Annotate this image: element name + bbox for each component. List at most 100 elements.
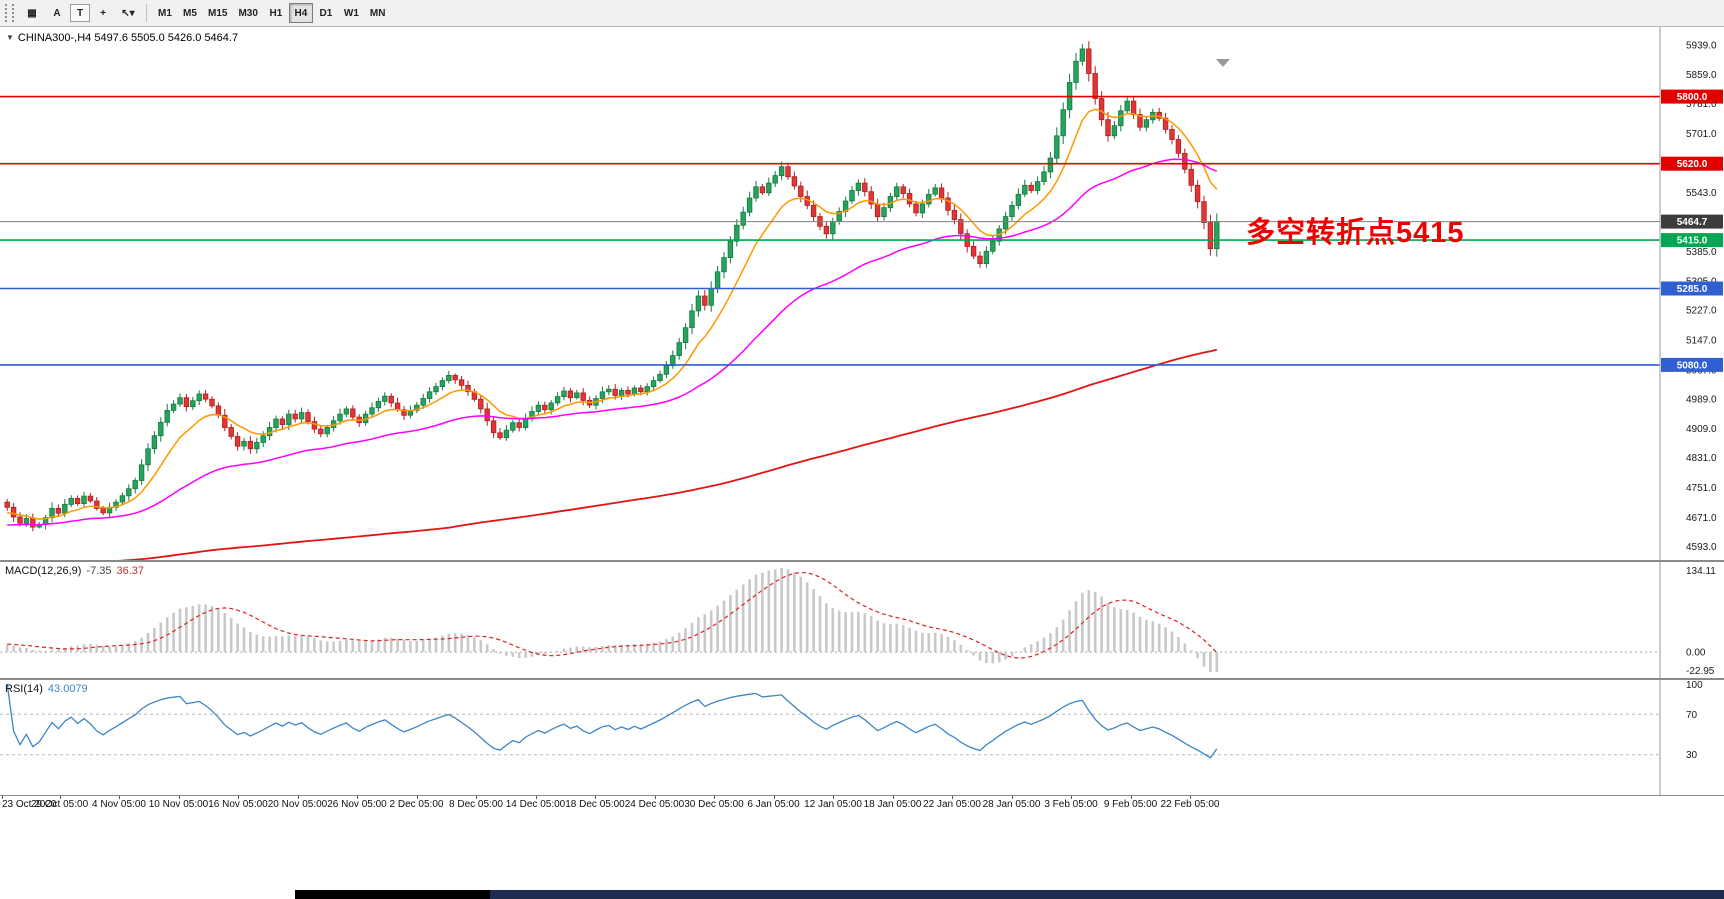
collapse-arrow-icon[interactable]: ▼ — [6, 33, 14, 42]
time-axis-tick — [476, 796, 477, 799]
time-axis-label: 12 Jan 05:00 — [804, 799, 862, 810]
moving-average-line — [7, 108, 1218, 520]
price-axis-tick: 4909.0 — [1686, 424, 1717, 435]
current-price-badge[interactable]: 5464.7 — [1661, 214, 1723, 229]
rsi-value: 43.0079 — [47, 683, 88, 695]
annotation-text[interactable]: 多空转折点5415 — [1246, 217, 1465, 249]
time-axis-tick — [1011, 796, 1013, 799]
time-axis-label: 20 Nov 05:00 — [267, 799, 328, 810]
moving-average-line — [7, 158, 1218, 526]
svg-text:5464.7: 5464.7 — [1677, 217, 1708, 228]
rsi-axis-tick: 30 — [1686, 750, 1698, 761]
time-axis-label: 16 Nov 05:00 — [208, 799, 268, 810]
chart-title-text: CHINA300-,H4 5497.6 5505.0 5426.0 5464.7 — [17, 32, 239, 44]
macd-axis-tick: 0.00 — [1686, 648, 1706, 659]
time-axis-label: 2 Dec 05:00 — [389, 799, 444, 810]
level-price-badge[interactable]: 5285.0 — [1661, 281, 1723, 296]
drawing-tool-buttons: ▦ A T + ↖▾ — [20, 3, 140, 23]
time-axis-tick — [1190, 796, 1191, 799]
font-tool-button[interactable]: A — [45, 3, 69, 23]
price-axis-tick: 4751.0 — [1686, 483, 1717, 494]
rsi-canvas[interactable]: 100 70 30 — [0, 680, 1724, 795]
time-axis-tick — [833, 796, 834, 799]
time-axis-tick — [1071, 796, 1072, 799]
timeframe-h1-button[interactable]: H1 — [264, 3, 288, 23]
macd-histogram — [5, 568, 1219, 672]
rsi-name: RSI(14) — [5, 683, 43, 695]
time-axis-tick — [2, 796, 3, 799]
price-chart-canvas[interactable]: 5939.05859.05781.05701.05621.05543.05463… — [0, 27, 1724, 560]
time-axis-label: 4 Nov 05:00 — [92, 799, 146, 810]
rsi-axis-tick: 70 — [1686, 710, 1698, 721]
timeframe-m1-button[interactable]: M1 — [153, 3, 177, 23]
time-axis-tick — [297, 796, 299, 799]
time-axis-label: 29 Oct 05:00 — [30, 799, 89, 810]
price-axis-tick: 4671.0 — [1686, 513, 1717, 524]
chart-title: ▼ CHINA300-,H4 5497.6 5505.0 5426.0 5464.… — [6, 32, 238, 44]
taskbar-navy-segment[interactable] — [490, 890, 1724, 899]
price-axis-tick: 5543.0 — [1686, 188, 1717, 199]
time-axis-tick — [119, 796, 120, 799]
time-axis-label: 3 Feb 05:00 — [1044, 799, 1098, 810]
top-toolbar: ▦ A T + ↖▾ M1 M5 M15 M30 H1 H4 D1 W1 MN — [0, 0, 1724, 27]
crosshair-tool-button[interactable]: + — [91, 3, 115, 23]
price-axis-tick: 5147.0 — [1686, 336, 1717, 347]
price-axis-tick: 5781.0 — [1686, 99, 1717, 110]
svg-text:5285.0: 5285.0 — [1677, 284, 1708, 295]
timeframe-m30-button[interactable]: M30 — [233, 3, 262, 23]
rsi-panel[interactable]: 100 70 30 RSI(14) 43.0079 — [0, 678, 1724, 795]
svg-text:5800.0: 5800.0 — [1677, 92, 1708, 103]
main-chart-panel[interactable]: 5939.05859.05781.05701.05621.05543.05463… — [0, 27, 1724, 560]
timeframe-m15-button[interactable]: M15 — [203, 3, 232, 23]
time-axis-tick — [595, 796, 596, 799]
time-axis-label: 8 Dec 05:00 — [449, 799, 503, 810]
time-axis-label: 30 Dec 05:00 — [684, 799, 744, 810]
time-axis-tick — [357, 796, 358, 799]
macd-signal-line — [7, 571, 1218, 659]
time-axis-label: 18 Jan 05:00 — [863, 799, 922, 810]
time-axis-tick — [1130, 796, 1132, 799]
macd-axis-tick: -22.95 — [1686, 666, 1715, 677]
price-axis-tick: 5701.0 — [1686, 129, 1717, 140]
toolbar-separator — [146, 4, 147, 22]
timeframe-m5-button[interactable]: M5 — [178, 3, 202, 23]
svg-text:5415.0: 5415.0 — [1677, 236, 1708, 247]
level-price-badge[interactable]: 5415.0 — [1661, 233, 1723, 248]
candles — [4, 41, 1220, 532]
time-axis-tick — [535, 796, 537, 799]
macd-label: MACD(12,26,9) -7.35 36.37 — [5, 565, 144, 577]
time-axis-tick — [714, 796, 715, 799]
price-axis-tick: 5227.0 — [1686, 306, 1717, 317]
time-axis-tick — [892, 796, 894, 799]
chart-shift-marker-icon[interactable] — [1216, 59, 1230, 67]
svg-text:5080.0: 5080.0 — [1677, 360, 1708, 371]
time-axis-label: 9 Feb 05:00 — [1103, 799, 1158, 810]
time-axis-label: 18 Dec 05:00 — [565, 799, 625, 810]
level-price-badge[interactable]: 5080.0 — [1661, 357, 1723, 372]
timeframe-w1-button[interactable]: W1 — [339, 3, 364, 23]
level-price-badge[interactable]: 5620.0 — [1661, 156, 1723, 171]
time-axis-tick — [238, 796, 239, 799]
macd-canvas[interactable]: 134.11 0.00 -22.95 — [0, 562, 1724, 678]
macd-axis[interactable] — [1660, 562, 1724, 678]
text-tool-button[interactable]: T — [70, 4, 90, 22]
cursor-tool-button[interactable]: ↖▾ — [116, 3, 140, 23]
macd-signal-value: 36.37 — [116, 565, 145, 577]
time-axis[interactable]: 23 Oct 2020 29 Oct 05:00 4 Nov 05:00 10 Nov… — [0, 795, 1724, 813]
taskbar-strip[interactable] — [0, 890, 1724, 899]
macd-panel[interactable]: 134.11 0.00 -22.95 MACD(12,26,9) -7.35 36.37 — [0, 560, 1724, 678]
toolbar-drag-handle[interactable] — [5, 4, 14, 22]
timeframe-mn-button[interactable]: MN — [365, 3, 391, 23]
taskbar-black-segment[interactable] — [295, 890, 490, 899]
price-axis-tick: 4989.0 — [1686, 394, 1717, 405]
rsi-axis[interactable] — [1660, 680, 1724, 795]
charts-grid-button[interactable]: ▦ — [20, 3, 44, 23]
rsi-axis-tick: 100 — [1686, 680, 1703, 691]
price-axis-tick: 4831.0 — [1686, 453, 1717, 464]
timeframe-h4-button[interactable]: H4 — [288, 3, 313, 23]
rsi-label: RSI(14) 43.0079 — [5, 683, 88, 695]
time-axis-label: 23 Oct 2020 — [2, 799, 57, 810]
time-axis-label: 22 Feb 05:00 — [1160, 799, 1220, 810]
timeframe-d1-button[interactable]: D1 — [314, 3, 338, 23]
level-price-badge[interactable]: 5800.0 — [1661, 89, 1723, 104]
